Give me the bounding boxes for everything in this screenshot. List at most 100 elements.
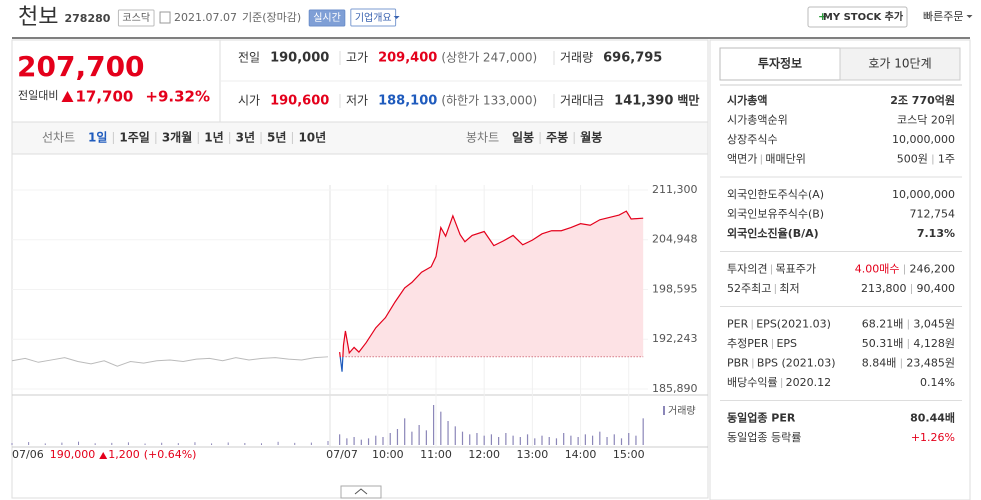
- volume-bar: [432, 405, 435, 445]
- info-label: EPS(2021.03): [756, 318, 831, 331]
- info-label: 외국인소진율(B/A): [727, 226, 819, 240]
- period-tab[interactable]: 1일: [88, 131, 107, 145]
- info-value: 4,128원: [913, 337, 955, 350]
- info-value: 10,000,000: [892, 188, 955, 201]
- x-tick-label: 14:00: [565, 448, 597, 461]
- previous-rate: (+0.64%): [144, 448, 197, 461]
- dropdown-icon: [966, 15, 973, 18]
- change-rate: +9.32%: [145, 88, 210, 106]
- tab-label[interactable]: 호가 10단계: [868, 57, 931, 71]
- info-label: 매매단위: [765, 153, 805, 166]
- tab[interactable]: [719, 47, 841, 81]
- info-value: 4.00매수: [855, 263, 900, 276]
- info-label: 외국인한도주식수(A): [727, 188, 824, 201]
- period-tab[interactable]: 3개월: [162, 130, 192, 145]
- volume-bar: [367, 438, 370, 445]
- date: 2021.07.07: [174, 11, 237, 24]
- y-tick-label: 198,595: [652, 283, 698, 296]
- info-value: 50.31배: [862, 337, 904, 350]
- volume-bar: [211, 443, 213, 445]
- summary-value: 696,795: [603, 51, 662, 66]
- summary-note: (하한가 133,000): [441, 94, 537, 108]
- info-label: PER: [727, 318, 749, 331]
- volume-bar: [526, 434, 529, 445]
- info-value: 2조 770억원: [890, 93, 955, 107]
- previous-line: [11, 356, 329, 367]
- badge-box: [308, 9, 346, 27]
- summary-label: 거래량: [560, 51, 593, 65]
- y-tick-label: 192,243: [652, 332, 698, 345]
- volume-bar: [294, 442, 296, 445]
- volume-bar: [483, 435, 485, 445]
- volume-bar: [548, 437, 550, 445]
- day-label: 07/06: [12, 448, 44, 461]
- volume-bar: [411, 431, 413, 445]
- volume-bar: [375, 435, 377, 445]
- summary-value: 188,100: [378, 94, 437, 109]
- period-tab[interactable]: 5년: [267, 131, 286, 145]
- info-value: 0.14%: [920, 376, 955, 389]
- summary-value: 190,000: [270, 51, 329, 66]
- volume-bar: [310, 442, 312, 445]
- info-label: 시가총액: [727, 93, 767, 107]
- summary-label: 전일: [238, 51, 260, 65]
- volume-bar: [425, 430, 427, 445]
- volume-legend-icon: [663, 406, 665, 415]
- price-line: [339, 210, 644, 372]
- volume-bar: [642, 418, 644, 445]
- plus-icon: +: [818, 10, 827, 23]
- tab-label[interactable]: 투자정보: [758, 56, 802, 71]
- period-tab[interactable]: 주봉: [546, 131, 568, 145]
- current-price: 207,700: [17, 50, 145, 83]
- info-label: 투자의견: [727, 263, 767, 276]
- volume-bar: [327, 441, 329, 445]
- change-amount: 17,700: [75, 88, 133, 106]
- volume-bar: [635, 435, 637, 445]
- volume-bar: [28, 442, 30, 445]
- period-tab[interactable]: 3년: [236, 131, 255, 145]
- volume-bar: [227, 442, 229, 445]
- volume-bar: [382, 437, 384, 445]
- dropdown-icon: [393, 16, 400, 19]
- period-tab[interactable]: 1년: [204, 131, 223, 145]
- summary-label: 저가: [346, 94, 368, 108]
- volume-bar: [555, 438, 558, 445]
- info-value: 1주: [938, 153, 955, 166]
- volume-bar: [78, 441, 80, 445]
- volume-bar: [144, 443, 146, 445]
- summary-note: 백만: [677, 93, 699, 108]
- volume-bar: [389, 433, 391, 445]
- tab-group-label: 봉차트: [466, 131, 499, 145]
- volume-bar: [476, 433, 478, 445]
- info-label: 추정PER: [727, 337, 769, 350]
- summary-label: 고가: [346, 51, 368, 65]
- info-value: 23,485원: [906, 357, 955, 370]
- realtime-badge[interactable]: 실시간: [313, 12, 341, 24]
- summary-note: (상한가 247,000): [441, 51, 537, 65]
- tab[interactable]: [839, 47, 961, 81]
- period-tab[interactable]: 월봉: [580, 130, 602, 145]
- quick-order[interactable]: 빠른주문: [923, 10, 963, 23]
- period-tab[interactable]: 1주일: [119, 131, 149, 145]
- company-button[interactable]: 기업개요: [355, 11, 392, 24]
- volume-bar: [396, 429, 399, 445]
- info-value: 80.44배: [910, 411, 955, 425]
- info-label: EPS: [776, 337, 797, 350]
- collapse-icon: [354, 488, 368, 495]
- right-panel: [709, 39, 971, 500]
- volume-bar: [599, 431, 601, 445]
- mystock-box[interactable]: [807, 6, 908, 28]
- mystock-button[interactable]: MY STOCK 추가: [823, 10, 904, 23]
- summary-value: 209,400: [378, 51, 437, 66]
- info-label: 액면가: [727, 153, 757, 166]
- collapse-button[interactable]: [340, 485, 382, 499]
- period-tab[interactable]: 일봉: [512, 131, 534, 145]
- volume-bar: [628, 433, 630, 445]
- volume-bar: [591, 435, 594, 445]
- period-tab[interactable]: 10년: [298, 131, 326, 145]
- calendar-icon: [159, 11, 171, 24]
- volume-bar: [620, 438, 623, 445]
- volume-bar: [194, 442, 196, 445]
- info-label: 시가총액순위: [727, 114, 788, 127]
